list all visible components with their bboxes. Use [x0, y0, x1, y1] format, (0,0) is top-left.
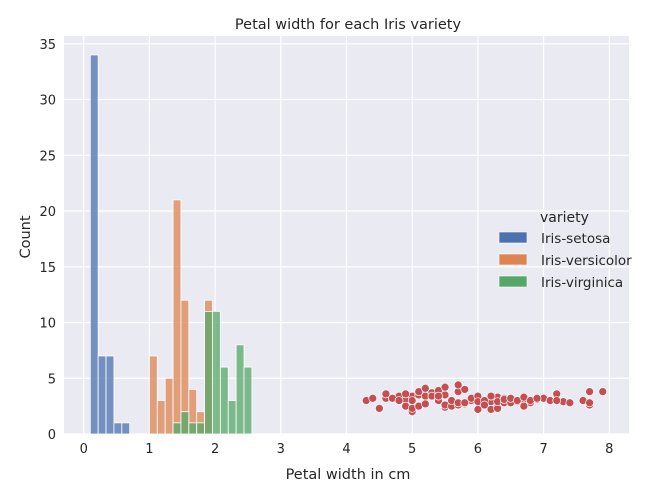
bar-virginica [235, 344, 245, 435]
legend-label-virginica: Iris-virginica [541, 275, 623, 291]
y-tick-label: 35 [39, 38, 56, 53]
scatter-point [374, 404, 384, 413]
bar-setosa [121, 422, 131, 435]
x-tick-label: 4 [342, 442, 350, 457]
x-axis-label: Petal width in cm [286, 467, 411, 483]
bar-virginica [172, 422, 182, 435]
scatter-point [401, 389, 410, 399]
scatter-point [486, 391, 496, 401]
scatter-point [519, 401, 529, 411]
y-tick-label: 10 [39, 317, 56, 332]
legend-swatch-setosa [498, 231, 528, 244]
scatter-point [381, 389, 391, 399]
bar-virginica [196, 422, 205, 435]
scatter-point [585, 387, 594, 396]
bar-versicolor [164, 377, 174, 435]
legend-swatch-virginica [498, 275, 528, 288]
x-tick-label: 8 [605, 442, 613, 457]
y-tick-label: 15 [39, 261, 56, 276]
y-tick-label: 5 [48, 372, 56, 387]
legend-label-versicolor: Iris-versicolor [541, 253, 632, 269]
legend-title: variety [540, 210, 589, 226]
scatter-point [394, 396, 404, 405]
y-axis-label: Count [18, 215, 34, 258]
x-tick-label: 0 [80, 442, 88, 457]
scatter-point [532, 393, 542, 403]
grid [64, 36, 629, 435]
bar-virginica [180, 411, 190, 435]
bar-setosa [113, 422, 123, 435]
x-tick-label: 2 [211, 442, 219, 457]
chart-title: Petal width for each Iris variety [235, 17, 462, 33]
y-tick-label: 30 [39, 94, 56, 109]
scatter-point [420, 383, 430, 393]
bar-setosa [105, 355, 115, 435]
scatter-point [407, 396, 417, 405]
y-tick-label: 25 [39, 149, 56, 164]
scatter-point [453, 380, 463, 390]
histogram-bars [89, 54, 253, 435]
legend-swatch-versicolor [498, 253, 528, 266]
x-tick-label: 6 [474, 442, 482, 457]
scatter-point [598, 387, 608, 396]
scatter-point [368, 393, 378, 403]
bar-versicolor [149, 355, 158, 435]
scatter-point [480, 400, 489, 410]
y-tick-labels: 0 5 10 15 20 25 30 35 [39, 38, 56, 443]
x-tick-label: 7 [539, 442, 547, 457]
y-tick-label: 20 [39, 205, 56, 220]
scatter-points [361, 380, 608, 417]
scatter-point [434, 391, 443, 401]
scatter-point [460, 385, 470, 394]
bar-virginica [212, 310, 221, 435]
bar-setosa [89, 54, 99, 435]
bar-virginica [204, 310, 213, 435]
legend-label-setosa: Iris-setosa [541, 231, 610, 247]
x-tick-label: 5 [408, 442, 416, 457]
bar-versicolor [156, 400, 166, 435]
scatter-point [552, 396, 562, 405]
scatter-point [440, 382, 450, 392]
scatter-point [565, 398, 575, 408]
x-tick-label: 1 [145, 442, 153, 457]
x-tick-labels: 0 1 2 3 4 5 6 7 8 [80, 442, 614, 457]
bar-setosa [97, 355, 107, 435]
scatter-point [585, 398, 594, 408]
x-tick-label: 3 [277, 442, 285, 457]
scatter-point [460, 398, 470, 408]
bar-virginica [243, 366, 253, 435]
legend: variety Iris-setosa Iris-versicolor Iris… [498, 210, 632, 291]
bar-virginica [219, 366, 229, 435]
y-tick-label: 0 [48, 428, 56, 443]
bar-virginica [188, 422, 198, 435]
bar-virginica [227, 400, 237, 435]
bar-versicolor [172, 199, 182, 435]
scatter-point [420, 399, 430, 409]
